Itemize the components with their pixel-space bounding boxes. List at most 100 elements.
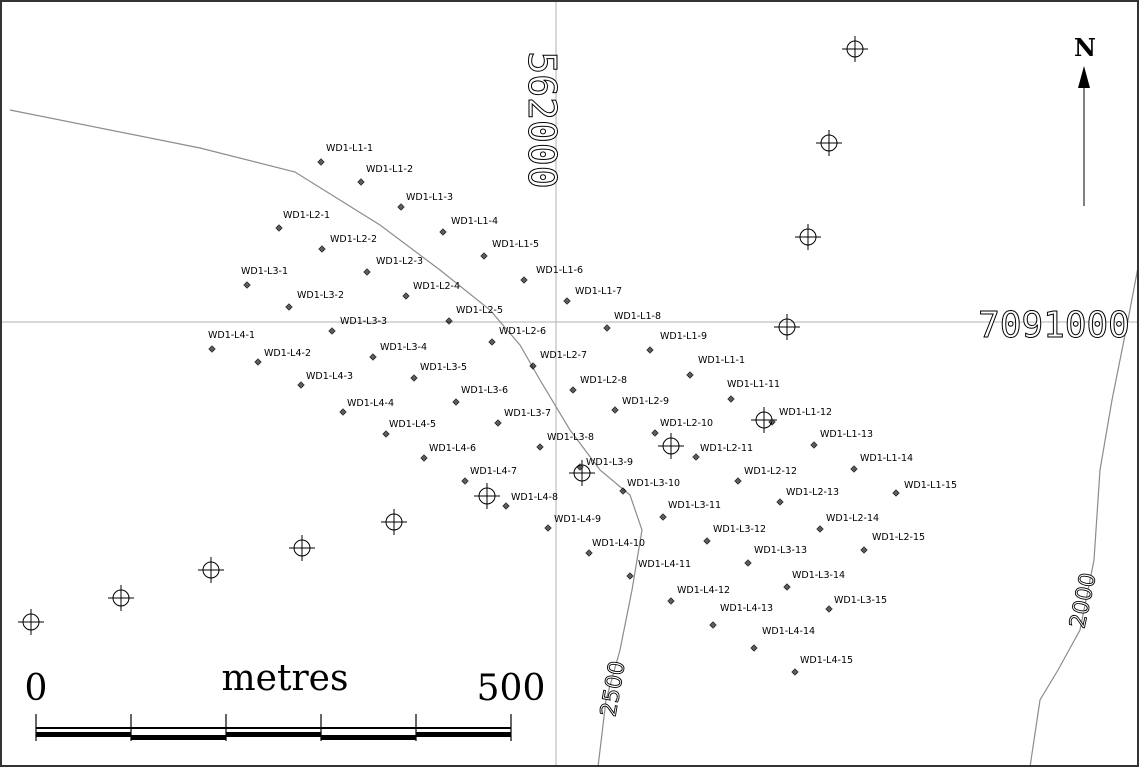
well-label: WD1-L4-8	[511, 492, 558, 503]
well-label: WD1-L2-5	[456, 305, 503, 316]
well-marker: WD1-L2-12	[734, 466, 797, 485]
north-arrow: N	[1074, 33, 1096, 206]
survey-marker-icon	[198, 557, 224, 583]
well-label: WD1-L2-11	[700, 443, 753, 454]
scale-segment-4	[321, 735, 416, 740]
well-marker: WD1-L2-1	[275, 210, 330, 232]
well-label: WD1-L1-4	[451, 216, 498, 227]
well-marker: WD1-L3-11	[659, 500, 721, 521]
contour-line-2500	[9, 109, 643, 767]
well-marker: WD1-L3-4	[369, 342, 427, 361]
well-marker: WD1-L2-3	[363, 256, 423, 276]
well-label: WD1-L1-1	[326, 143, 373, 154]
well-marker: WD1-L3-13	[744, 545, 807, 567]
well-marker: WD1-L3-9	[576, 457, 633, 471]
well-marker: WD1-L2-2	[318, 234, 377, 253]
well-label: WD1-L4-2	[264, 348, 311, 359]
well-label: WD1-L1-11	[727, 379, 780, 390]
well-label: WD1-L2-13	[786, 487, 839, 498]
well-marker: WD1-L1-3	[397, 192, 453, 211]
well-label: WD1-L2-15	[872, 532, 925, 543]
well-label: WD1-L3-15	[834, 595, 887, 606]
well-label: WD1-L3-8	[547, 432, 594, 443]
scale-unit-label: metres	[222, 658, 349, 699]
well-label: WD1-L2-1	[283, 210, 330, 221]
well-label: WD1-L4-12	[677, 585, 730, 596]
well-label: WD1-L4-6	[429, 443, 476, 454]
well-label: WD1-L4-5	[389, 419, 436, 430]
well-marker: WD1-L3-6	[452, 385, 508, 406]
well-label: WD1-L2-14	[826, 513, 879, 524]
well-label: WD1-L3-11	[668, 500, 721, 511]
well-label: WD1-L2-4	[413, 281, 460, 292]
well-marker: WD1-L1-11	[727, 379, 780, 403]
north-arrow-head	[1078, 66, 1090, 88]
well-marker: WD1-L3-7	[494, 408, 551, 427]
survey-marker-icon	[774, 314, 800, 340]
well-marker: WD1-L4-7	[461, 466, 517, 485]
well-marker: WD1-L1-1	[686, 355, 745, 379]
well-label: WD1-L2-3	[376, 256, 423, 267]
scale-segment-3	[226, 732, 321, 737]
well-label: WD1-L3-5	[420, 362, 467, 373]
well-marker: WD1-L1-12	[768, 407, 832, 426]
well-label: WD1-L1-14	[860, 453, 913, 464]
well-marker: WD1-L4-2	[254, 348, 311, 366]
well-label: WD1-L3-3	[340, 316, 387, 327]
well-label: WD1-L4-10	[592, 538, 645, 549]
well-label: WD1-L4-11	[638, 559, 691, 570]
well-marker: WD1-L4-12	[667, 585, 730, 605]
northing-grid-label: 7091000	[978, 305, 1130, 346]
well-label: WD1-L3-6	[461, 385, 508, 396]
well-marker: WD1-L2-9	[611, 396, 669, 414]
well-marker: WD1-L1-8	[603, 311, 661, 332]
well-group: WD1-L1-1 WD1-L1-2 WD1-L1-3 WD1-L1-4 WD1-L1-5…	[208, 143, 957, 676]
well-label: WD1-L3-4	[380, 342, 427, 353]
well-label: WD1-L1-15	[904, 480, 957, 491]
survey-marker-icon	[108, 585, 134, 611]
well-marker: WD1-L3-1	[241, 266, 288, 289]
well-marker: WD1-L3-8	[536, 432, 594, 451]
well-marker: WD1-L4-3	[297, 371, 353, 389]
survey-marker-icon	[18, 609, 44, 635]
well-label: WD1-L1-5	[492, 239, 539, 250]
well-marker: WD1-L2-10	[651, 418, 713, 437]
well-label: WD1-L4-1	[208, 330, 255, 341]
well-label: WD1-L4-15	[800, 655, 853, 666]
well-marker: WD1-L1-2	[357, 164, 413, 186]
well-label: WD1-L2-8	[580, 375, 627, 386]
scale-thin-line	[36, 727, 511, 729]
scale-bar: 0 metres 500	[25, 658, 545, 741]
well-label: WD1-L3-1	[241, 266, 288, 277]
well-label: WD1-L1-1	[698, 355, 745, 366]
well-marker: WD1-L4-15	[791, 655, 853, 676]
scale-segment-1	[36, 732, 131, 737]
well-label: WD1-L2-2	[330, 234, 377, 245]
well-marker: WD1-L1-9	[646, 331, 707, 354]
well-marker: WD1-L4-1	[208, 330, 255, 353]
well-label: WD1-L1-6	[536, 265, 583, 276]
contour-line-2000	[1029, 261, 1139, 767]
well-marker: WD1-L4-13	[709, 603, 773, 629]
well-label: WD1-L3-12	[713, 524, 766, 535]
well-label: WD1-L1-8	[614, 311, 661, 322]
well-label: WD1-L1-9	[660, 331, 707, 342]
well-marker: WD1-L3-5	[410, 362, 467, 382]
well-label: WD1-L4-9	[554, 514, 601, 525]
well-marker: WD1-L1-5	[480, 239, 539, 260]
well-marker: WD1-L2-4	[402, 281, 460, 300]
well-label: WD1-L4-13	[720, 603, 773, 614]
well-marker: WD1-L4-8	[502, 492, 558, 510]
well-label: WD1-L3-9	[586, 457, 633, 468]
well-marker: WD1-L3-15	[825, 595, 887, 613]
survey-marker-icon	[842, 36, 868, 62]
well-marker: WD1-L1-14	[850, 453, 913, 473]
well-marker: WD1-L1-13	[810, 429, 873, 449]
well-marker: WD1-L4-14	[750, 626, 815, 652]
well-marker: WD1-L3-2	[285, 290, 344, 311]
well-label: WD1-L3-13	[754, 545, 807, 556]
